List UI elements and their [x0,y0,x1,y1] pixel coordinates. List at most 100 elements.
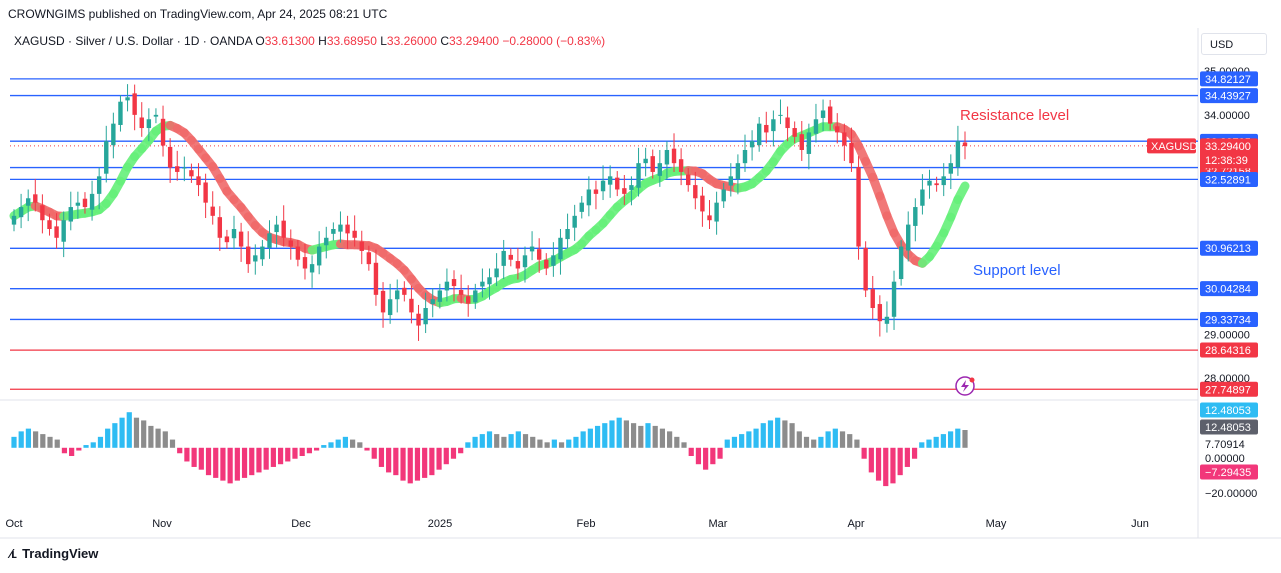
candle [508,248,513,267]
candle-body [962,142,968,147]
candle-body [508,254,513,260]
price-label: 34.82127 [1200,71,1258,87]
candle [657,149,663,187]
currency-button[interactable]: USD [1201,33,1267,55]
candle [61,211,66,258]
candle [210,191,215,225]
time-tick: Feb [577,518,596,530]
oscillator-bar [580,431,586,448]
candle-body [402,287,407,295]
candle-body [167,146,173,168]
symbol-name[interactable]: XAGUSD · Silver / U.S. Dollar · 1D · OAN… [14,34,253,48]
oscillator-bar [18,431,24,448]
candle [906,211,911,262]
candle [891,270,897,330]
candle-body [139,117,144,129]
candle-body [756,123,762,146]
candle-body [778,114,783,116]
candle-body [934,183,939,186]
candle [267,220,272,259]
candle [11,209,17,232]
candle [175,150,180,181]
candle [749,130,755,161]
candle [82,192,88,214]
candle-body [536,249,542,260]
oscillator-bar [717,447,723,459]
candle-body [153,114,159,117]
candle-body [409,298,414,313]
candle [111,112,116,159]
candle-body [678,159,684,172]
candle [898,239,904,286]
candle [480,268,485,298]
candle-body [572,215,577,228]
oscillator-bar [558,442,565,448]
oscillator-bar [508,434,514,448]
oscillator-bar [803,436,810,448]
candle-body [820,110,826,118]
candle [260,239,265,266]
candle-body [118,101,123,125]
price-label-box [1200,342,1258,358]
price-label-box [1200,312,1258,328]
candle [920,174,925,215]
candle-body [33,194,38,203]
candle [764,111,769,144]
candle [678,148,684,186]
candle-body [742,149,748,164]
oscillator-bar [739,434,745,448]
open-label: O [255,34,265,48]
candle-body [891,281,897,317]
oscillator-bar [241,447,248,478]
candle [473,283,478,309]
oscillator-label: 7.70914 [1205,439,1245,451]
candle-body [906,224,911,251]
candle-body [430,299,435,305]
oscillator-bar [796,431,802,448]
candle-body [501,250,506,266]
candle [941,163,946,197]
price-label-text: 29.33734 [1205,315,1251,327]
candle-body [593,189,599,194]
candle-body [203,182,208,203]
candle-body [607,176,613,185]
candle [756,117,762,152]
candle-body [714,202,719,222]
oscillator-bar [933,436,939,448]
oscillator-bar [299,447,305,456]
candle [536,238,542,273]
oscillator-bar [479,434,485,448]
oscillator-bar [270,447,276,467]
candle [352,215,357,247]
candle [331,222,336,241]
oscillator-bar [775,417,781,448]
oscillator-bar [746,431,752,448]
alert-icon[interactable] [955,376,975,396]
support-annotation: Support level [973,262,1061,279]
oscillator-bar [962,430,968,448]
candle [913,198,918,242]
candle-body [487,277,492,285]
candle [196,163,201,197]
candle-body [473,290,478,303]
candle-body [480,281,485,287]
candle-body [749,141,755,148]
oscillator-bar [263,447,269,470]
candle [721,182,726,208]
candle-body [735,163,741,179]
time-tick: Mar [709,518,728,530]
oscillator-bar [133,417,140,448]
candle-body [671,148,677,164]
candle-body [884,316,890,324]
candle [955,125,961,176]
candle [579,196,584,219]
candle-body [955,141,961,168]
footer-brand[interactable]: ⁄ʟ TradingView [10,546,98,561]
candle [799,121,804,161]
candle-body [295,246,301,260]
low-value: 33.26000 [386,34,437,48]
candle-body [196,176,201,186]
oscillator-bar [652,425,658,448]
oscillator-bar [386,447,392,473]
